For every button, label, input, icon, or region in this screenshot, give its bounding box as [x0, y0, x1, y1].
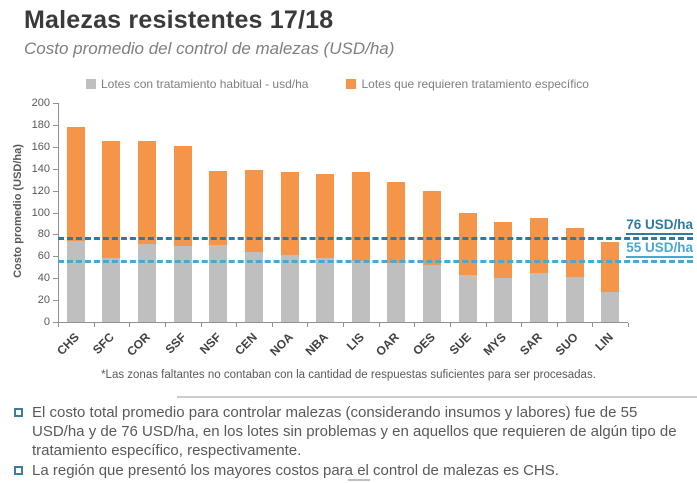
ref-label-55: 55 USD/ha [626, 240, 693, 258]
y-tick-label: 60 [37, 250, 50, 263]
x-tick [592, 323, 594, 327]
y-tick [53, 234, 58, 236]
bar-SFC-habitual [102, 258, 121, 322]
page-title: Malezas resistentes 17/18 [24, 6, 334, 34]
y-tick [53, 256, 58, 258]
bar-LIS-especifico [351, 172, 370, 261]
legend-label: Lotes que requieren tratamiento específi… [361, 77, 589, 91]
y-tick [53, 190, 58, 192]
legend-item-0: Lotes con tratamiento habitual - usd/ha [86, 77, 308, 91]
bar-COR-especifico [138, 141, 157, 244]
x-tick [343, 323, 344, 327]
bar-OES-habitual [423, 265, 442, 322]
page-subtitle: Costo promedio del control de malezas (U… [24, 39, 395, 58]
y-tick [53, 146, 58, 148]
bar-SAR-especifico [529, 218, 548, 273]
y-tick-label: 40 [37, 272, 50, 285]
x-tick [129, 323, 131, 327]
y-axis-line [58, 103, 59, 322]
x-axis-line [58, 322, 628, 323]
legend-swatch-icon [346, 79, 357, 89]
bullet-item-0: El costo total promedio para controlar m… [12, 403, 689, 460]
bar-COR-habitual [138, 244, 157, 322]
y-tick-label: 180 [31, 118, 50, 131]
bar-NSF-especifico [209, 171, 228, 245]
chart-footnote: *Las zonas faltantes no contaban con la … [101, 369, 596, 381]
y-tick-label: 120 [31, 184, 50, 197]
chart-legend: Lotes con tratamiento habitual - usd/ha L… [86, 77, 589, 91]
bar-CHS-especifico [66, 127, 85, 241]
y-tick-label: 20 [37, 294, 50, 307]
y-tick-label: 80 [37, 228, 50, 241]
x-tick [271, 323, 273, 327]
bar-OAR-habitual [387, 263, 406, 322]
y-tick-label: 140 [31, 162, 50, 175]
x-tick [556, 323, 558, 327]
bar-CHS-habitual [66, 241, 85, 322]
x-tick [485, 323, 487, 327]
bullet-text: La región que presentó los mayores costo… [32, 462, 559, 480]
bar-LIN-especifico [601, 242, 620, 292]
bar-SUE-especifico [458, 213, 477, 275]
ref-line-55 [58, 259, 693, 263]
x-tick [449, 323, 451, 327]
bar-SSF-habitual [173, 246, 192, 322]
x-tick [378, 323, 380, 327]
bar-SUE-habitual [458, 275, 477, 322]
bullet-square-icon [14, 466, 23, 476]
bullet-item-1: La región que presentó los mayores costo… [12, 461, 689, 480]
bar-SUO-habitual [565, 277, 584, 322]
y-tick [53, 212, 58, 214]
bar-LIS-habitual [351, 261, 370, 322]
bullet-square-icon [14, 408, 23, 417]
bar-LIN-habitual [601, 292, 620, 322]
y-tick [53, 322, 58, 323]
bar-NBA-habitual [316, 258, 335, 322]
bar-NOA-habitual [280, 255, 299, 322]
bar-CEN-especifico [244, 170, 263, 252]
legend-label: Lotes con tratamiento habitual - usd/ha [101, 77, 309, 91]
conclusions-list: El costo total promedio para controlar m… [12, 403, 689, 481]
bar-NSF-habitual [209, 245, 228, 322]
bar-SFC-especifico [102, 141, 121, 258]
ref-line-76 [58, 236, 693, 240]
bar-MYS-habitual [494, 278, 513, 322]
legend-item-1: Lotes que requieren tratamiento específi… [346, 77, 589, 91]
x-tick [93, 323, 95, 327]
x-tick [164, 323, 166, 327]
bar-SUO-especifico [565, 228, 584, 277]
y-tick-label: 0 [43, 316, 50, 328]
y-tick-label: 200 [31, 97, 50, 109]
x-tick [307, 323, 309, 327]
bullet-text: El costo total promedio para controlar m… [32, 404, 677, 460]
y-tick [53, 278, 58, 280]
bar-NOA-especifico [280, 172, 299, 255]
y-tick [53, 124, 58, 126]
bar-OAR-especifico [387, 182, 406, 263]
y-tick [53, 103, 58, 104]
x-tick [58, 323, 59, 327]
bar-MYS-especifico [494, 222, 513, 278]
x-tick [414, 323, 416, 327]
x-tick [521, 323, 523, 327]
section-divider [177, 396, 697, 398]
x-tick [628, 323, 629, 327]
legend-swatch-icon [86, 79, 96, 89]
y-tick-label: 160 [31, 140, 50, 153]
bar-SSF-especifico [173, 146, 192, 246]
y-tick [53, 300, 58, 302]
y-tick [53, 168, 58, 170]
bar-OES-especifico [423, 191, 442, 265]
bar-SAR-habitual [529, 273, 548, 322]
bar-CEN-habitual [244, 252, 263, 322]
bar-NBA-especifico [316, 174, 335, 258]
x-tick [200, 323, 202, 327]
x-tick [236, 323, 238, 327]
ref-label-76: 76 USD/ha [626, 217, 693, 235]
y-tick-label: 100 [31, 206, 50, 219]
footer-mark [348, 479, 370, 481]
